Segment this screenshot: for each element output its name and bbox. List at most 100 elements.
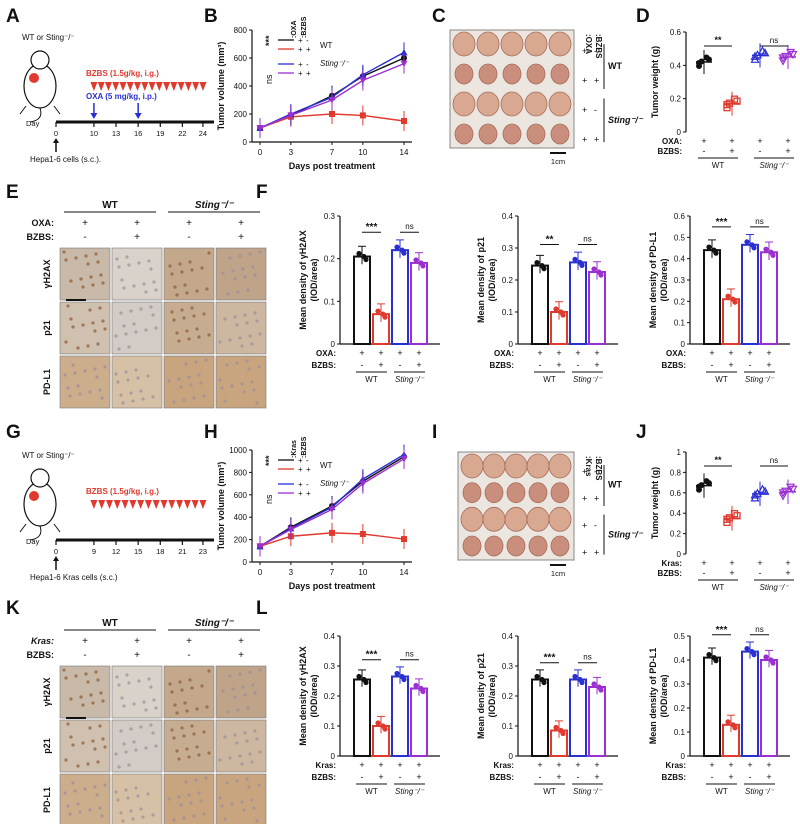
legend-sign: + <box>298 456 303 465</box>
ihc-sign: - <box>83 650 86 661</box>
bzbs-arrow <box>141 82 149 91</box>
ihc-speckle <box>253 691 257 695</box>
group-sign: - <box>399 360 402 370</box>
group-sign: + <box>378 360 383 370</box>
group-sign: + <box>594 772 599 782</box>
group-sign: + <box>709 348 714 358</box>
bar <box>531 678 549 757</box>
y-tick-label: 600 <box>234 491 248 500</box>
data-point <box>760 48 770 57</box>
ihc-speckle <box>149 267 153 271</box>
ihc-speckle <box>93 785 97 789</box>
group-sign: + <box>582 76 587 86</box>
ihc-speckle <box>139 389 143 393</box>
bzbs-arrow <box>121 500 129 509</box>
legend-header: :BZBS <box>301 16 308 38</box>
mouse-head <box>30 50 50 70</box>
ihc-speckle <box>170 310 174 314</box>
legend-header: :OXA <box>291 21 298 39</box>
ihc-speckle <box>170 728 174 732</box>
bzbs-arrow <box>126 82 134 91</box>
ihc-speckle <box>124 332 128 336</box>
ihc-speckle <box>247 367 251 371</box>
ihc-speckle <box>134 748 138 752</box>
ihc-speckle <box>132 284 136 288</box>
ihc-speckle <box>127 763 131 767</box>
data-point <box>534 673 540 680</box>
ihc-sign: + <box>238 636 244 647</box>
data-point <box>400 60 408 68</box>
data-point <box>541 679 547 686</box>
tumor <box>548 453 572 479</box>
ihc-speckle <box>188 678 192 682</box>
data-point <box>760 486 770 495</box>
data-point <box>413 682 419 689</box>
ihc-speckle <box>238 254 242 258</box>
bzbs-arrow <box>112 82 120 91</box>
y-tick-label: 0 <box>677 128 682 137</box>
bzbs-arrow <box>170 82 178 91</box>
ihc-speckle <box>245 739 249 743</box>
y-tick-label: 0.4 <box>502 212 514 221</box>
tumor <box>502 123 522 145</box>
ihc-speckle <box>86 680 90 684</box>
y-axis-title: Mean density of p21 <box>476 653 486 739</box>
significance-label: *** <box>264 455 274 466</box>
ihc-speckle <box>144 328 148 332</box>
ihc-speckle <box>134 368 138 372</box>
ihc-speckle <box>88 308 92 312</box>
y-axis-title: (IOD/area) <box>487 674 497 717</box>
ihc-speckle <box>154 288 158 292</box>
ihc-speckle <box>167 379 171 383</box>
ihc-speckle <box>205 287 209 291</box>
tumor <box>500 91 524 117</box>
ihc-speckle <box>207 333 211 337</box>
ihc-speckle <box>141 815 145 819</box>
group-sign: + <box>416 360 421 370</box>
y-tick-label: 600 <box>234 54 248 63</box>
tumor <box>454 63 474 85</box>
significance-label: ** <box>714 35 722 45</box>
data-point <box>591 266 597 272</box>
ihc-group-sting: Sting⁻/⁻ <box>195 200 235 211</box>
tumor <box>452 91 476 117</box>
group-sign: + <box>594 360 599 370</box>
ihc-speckle <box>185 329 189 333</box>
bar-chart: 0 0.1 0.2 0.3 0.4 0.5 0.6 Mean density of PD-L1… <box>648 212 790 384</box>
timeline-tick-label: 9 <box>92 547 96 556</box>
day-label: Day <box>26 119 40 128</box>
data-point <box>401 250 407 256</box>
group-sign: + <box>575 348 580 358</box>
ihc-sign: + <box>238 650 244 661</box>
ihc-speckle <box>120 278 124 282</box>
legend-group-wt: WT <box>320 461 333 470</box>
treatment-scheme: WT or Sting⁻/⁻ Day 0 9 12 15 18 21 23 Hepa1-6 Kra… <box>19 451 214 582</box>
ihc-speckle <box>98 388 102 392</box>
group-row-label: BZBS: <box>312 361 336 370</box>
group-sign: - <box>594 105 597 115</box>
ihc-speckle <box>100 814 104 818</box>
group-sign: - <box>361 360 364 370</box>
ihc-speckle <box>255 401 259 405</box>
ihc-speckle <box>172 818 176 822</box>
ihc-speckle <box>149 723 153 727</box>
data-point <box>394 670 400 677</box>
ihc-speckle <box>246 706 250 710</box>
group-row-label: BZBS: <box>658 569 682 578</box>
ihc-speckle <box>116 380 120 384</box>
day-label: Day <box>26 537 40 546</box>
ihc-image-tile <box>215 355 267 409</box>
ihc-image-tile <box>215 301 267 355</box>
tumor <box>550 482 570 504</box>
ihc-speckle <box>132 740 136 744</box>
ihc-speckle <box>88 808 92 812</box>
ihc-speckle <box>192 814 196 818</box>
group-sign: - <box>711 360 714 370</box>
bzbs-arrow <box>137 500 145 509</box>
ihc-speckle <box>238 336 242 340</box>
data-point <box>751 245 757 251</box>
y-tick-label: 200 <box>234 110 248 119</box>
legend-sign: + <box>298 465 303 474</box>
bar-chart: 0 0.1 0.2 0.3 Mean density of γH2AX (IOD/area… <box>298 212 440 384</box>
